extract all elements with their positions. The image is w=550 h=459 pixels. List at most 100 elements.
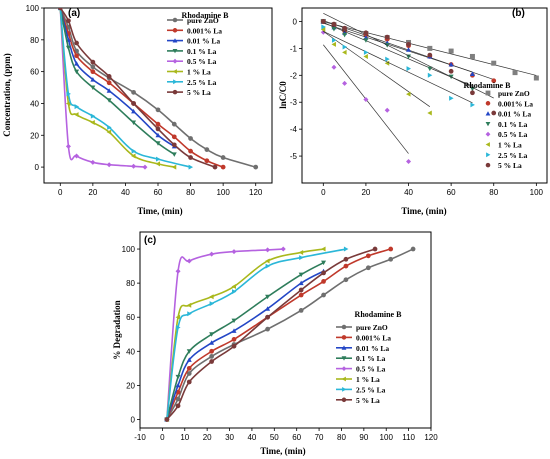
panel-label: (c)	[144, 235, 156, 246]
y-tick-label: 60	[30, 68, 39, 77]
data-point	[155, 132, 161, 138]
data-point	[164, 417, 170, 422]
data-point	[188, 136, 193, 141]
data-point	[385, 56, 390, 62]
data-point	[321, 279, 326, 284]
data-point	[155, 121, 161, 127]
legend-label: 1 % La	[187, 68, 211, 77]
data-point	[142, 164, 148, 170]
x-tick-label: 60	[154, 188, 163, 197]
data-point	[342, 25, 347, 31]
data-point	[171, 164, 177, 170]
data-point	[365, 253, 371, 259]
data-point	[74, 61, 80, 66]
data-point	[298, 308, 304, 313]
data-point	[406, 158, 412, 164]
data-point	[372, 246, 378, 252]
legend-marker	[342, 387, 347, 392]
legend-marker	[341, 366, 347, 371]
data-point	[321, 260, 327, 266]
series-line	[59, 8, 216, 168]
legend-marker	[485, 111, 491, 116]
legend-title: Rhodamine B	[355, 310, 403, 319]
x-tick-label: 100	[216, 188, 230, 197]
data-point	[74, 53, 79, 59]
y-tick-label: -2	[290, 71, 298, 80]
data-point	[343, 256, 349, 262]
data-point	[321, 292, 326, 298]
data-point	[131, 120, 137, 126]
legend-label: 0.1 % La	[498, 120, 528, 129]
data-point	[74, 153, 80, 159]
fit-line	[323, 31, 431, 107]
y-axis-label: % Degradation	[112, 300, 122, 359]
data-point	[343, 263, 349, 269]
data-point	[186, 365, 192, 371]
data-point	[512, 70, 518, 76]
y-tick-label: 80	[30, 36, 39, 45]
data-point	[388, 246, 394, 252]
series-group	[57, 8, 259, 170]
data-point	[363, 49, 369, 55]
data-point	[220, 164, 226, 170]
x-tick-label: 80	[489, 188, 498, 197]
data-point	[331, 37, 337, 43]
data-point	[298, 287, 304, 293]
data-point	[65, 100, 71, 106]
data-point	[427, 66, 433, 72]
series-line	[59, 8, 175, 148]
legend-marker	[485, 101, 491, 106]
legend-label: pure ZnO	[356, 323, 388, 332]
data-point	[265, 326, 270, 332]
data-point	[131, 163, 137, 169]
data-point	[231, 284, 237, 290]
data-point	[175, 374, 181, 380]
x-tick-label: 40	[247, 433, 256, 442]
legend-label: 0.5 % La	[498, 130, 528, 139]
data-point	[209, 251, 215, 257]
data-point	[265, 247, 271, 253]
panel-1: 0 20 40 60 80 100 0 -1 -2 -3 -4 -5 Time, (min) lnC/C0…	[278, 7, 548, 216]
x-tick-label: 0	[321, 188, 326, 197]
data-point	[74, 69, 80, 75]
data-point	[131, 101, 136, 106]
data-point	[469, 53, 475, 59]
legend-marker	[485, 131, 491, 137]
y-axis-label: Concentration, (ppm)	[2, 53, 12, 137]
x-tick-label: -10	[134, 433, 146, 442]
data-point	[388, 256, 394, 262]
data-point	[427, 72, 433, 78]
data-point	[186, 349, 192, 354]
data-point	[298, 292, 304, 298]
y-tick-label: 100	[26, 4, 40, 13]
data-point	[384, 107, 390, 113]
data-point	[188, 148, 193, 154]
series-line	[166, 261, 324, 420]
legend-marker	[173, 79, 178, 85]
y-axis-label: lnC/C0	[278, 81, 288, 109]
x-tick-label: 0	[160, 433, 165, 442]
legend-marker	[172, 69, 177, 74]
x-tick-label: 40	[404, 188, 413, 197]
legend-marker	[172, 38, 178, 43]
y-tick-label: 0	[131, 415, 136, 424]
data-point	[176, 324, 181, 330]
data-point	[363, 53, 368, 59]
data-point	[186, 302, 192, 308]
data-point	[406, 66, 412, 72]
legend-marker	[485, 142, 490, 147]
data-point	[491, 60, 497, 66]
data-point	[363, 97, 369, 103]
x-tick-label: 120	[249, 188, 263, 197]
legend-marker	[341, 324, 347, 330]
data-point	[469, 71, 475, 76]
data-point	[90, 69, 96, 75]
x-tick-label: 20	[203, 433, 212, 442]
legend-label: 0.5 % La	[187, 57, 217, 66]
data-point	[331, 41, 336, 47]
y-tick-label: -1	[290, 44, 298, 53]
data-point	[427, 52, 433, 58]
x-tick-label: 20	[88, 188, 97, 197]
legend-label: 0.5 % La	[356, 365, 386, 374]
